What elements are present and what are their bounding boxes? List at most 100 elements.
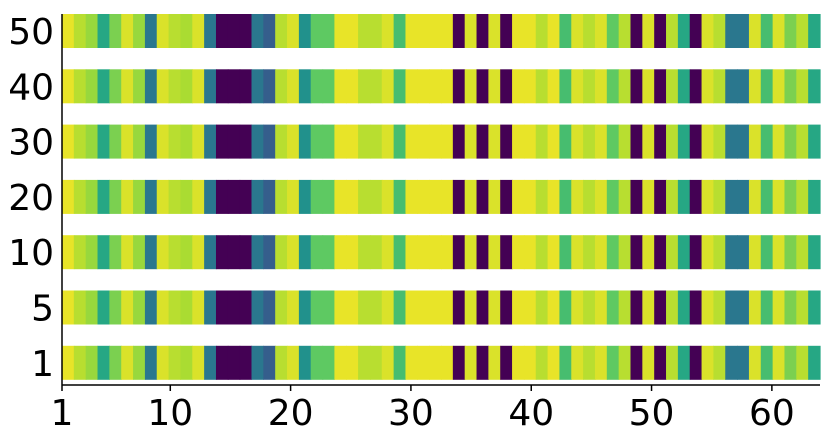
heatmap-cell [310, 290, 324, 325]
heatmap-cell [476, 124, 489, 159]
heatmap-cell [571, 179, 584, 214]
heatmap-cell [642, 124, 655, 159]
heatmap-cell [689, 69, 703, 104]
heatmap-cell [227, 179, 241, 214]
heatmap-cell [215, 179, 229, 214]
heatmap-cell [583, 290, 596, 325]
heatmap-cell [227, 124, 241, 159]
heatmap-cell [654, 179, 667, 214]
heatmap-cell [642, 235, 655, 270]
heatmap-cell [263, 124, 276, 159]
heatmap-row-50 [62, 14, 821, 48]
heatmap-cell [500, 290, 513, 325]
heatmap-cell [535, 14, 549, 48]
heatmap-cell [547, 345, 561, 380]
heatmap-cell [227, 290, 241, 325]
heatmap-cell [772, 235, 786, 270]
heatmap-cell [168, 124, 182, 159]
heatmap-cell [796, 235, 809, 270]
heatmap-cell [168, 290, 182, 325]
heatmap-cell [701, 69, 714, 104]
heatmap-cell [346, 235, 359, 270]
heatmap-cell [369, 345, 383, 380]
heatmap-cell [606, 179, 620, 214]
heatmap-cell [583, 14, 596, 48]
heatmap-cell [310, 235, 324, 270]
heatmap-cell [748, 235, 762, 270]
heatmap-cell [713, 235, 726, 270]
heatmap-cell [298, 345, 312, 380]
heatmap-cell [310, 14, 324, 48]
heatmap-cell [760, 14, 774, 48]
heatmap-cell [62, 14, 75, 48]
heatmap-cell [322, 345, 335, 380]
heatmap-cell [358, 69, 371, 104]
heatmap-cell [204, 290, 217, 325]
heatmap-cell [85, 345, 99, 380]
heatmap-cell [62, 345, 75, 380]
heatmap-cell [298, 69, 312, 104]
heatmap-cell [192, 290, 205, 325]
heatmap-cell [559, 69, 572, 104]
heatmap-cell [73, 345, 87, 380]
heatmap-cell [97, 290, 110, 325]
heatmap-cell [251, 345, 264, 380]
heatmap-cell [144, 235, 158, 270]
heatmap-cell [725, 14, 738, 48]
heatmap-cell [630, 14, 643, 48]
heatmap-cell [547, 69, 561, 104]
heatmap-cell [144, 124, 158, 159]
heatmap-cell [287, 69, 300, 104]
heatmap-cell [784, 14, 797, 48]
heatmap-cell [713, 14, 726, 48]
heatmap-cell [500, 235, 513, 270]
heatmap-cell [97, 179, 110, 214]
heatmap-cell [369, 290, 383, 325]
heatmap-cell [559, 290, 572, 325]
heatmap-cell [381, 345, 395, 380]
heatmap-cell [215, 235, 229, 270]
heatmap-cell [73, 69, 87, 104]
heatmap-cell [559, 179, 572, 214]
heatmap-cell [464, 345, 478, 380]
heatmap-cell [713, 124, 726, 159]
heatmap-cell [275, 69, 288, 104]
heatmap-cell [441, 69, 454, 104]
heatmap-cell [737, 14, 750, 48]
heatmap-cell [677, 290, 691, 325]
heatmap-cell [796, 345, 809, 380]
heatmap-cell [263, 179, 276, 214]
heatmap-cell [109, 290, 122, 325]
heatmap-cell [523, 290, 537, 325]
heatmap-cell [180, 235, 193, 270]
heatmap-cell [772, 290, 786, 325]
y-tick-label: 10 [8, 233, 54, 274]
heatmap-cell [334, 179, 347, 214]
heatmap-cell [346, 124, 359, 159]
heatmap-cell [713, 69, 726, 104]
heatmap-cell [85, 124, 99, 159]
heatmap-cell [121, 14, 134, 48]
heatmap-cell [666, 124, 679, 159]
heatmap-cell [429, 14, 442, 48]
heatmap-cell [358, 235, 371, 270]
heatmap-cell [133, 290, 146, 325]
heatmap-cell [476, 290, 489, 325]
heatmap-cell [393, 69, 407, 104]
heatmap-cell [760, 345, 774, 380]
heatmap-cell [452, 69, 466, 104]
y-tick-label: 40 [8, 67, 54, 108]
heatmap-cell [606, 235, 620, 270]
heatmap-cell [109, 124, 122, 159]
heatmap-cell [381, 14, 395, 48]
heatmap-cell [405, 345, 418, 380]
heatmap-cell [417, 179, 430, 214]
heatmap-cell [701, 179, 714, 214]
heatmap-cell [523, 124, 537, 159]
heatmap-cell [689, 124, 703, 159]
heatmap-cell [583, 124, 596, 159]
axes [61, 14, 820, 386]
heatmap-cell [630, 235, 643, 270]
heatmap-cell [464, 235, 478, 270]
heatmap-cell [346, 179, 359, 214]
